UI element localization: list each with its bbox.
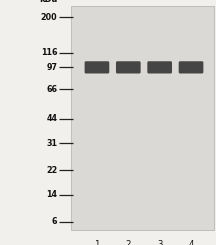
Text: 14: 14 [46, 190, 57, 199]
Text: 66: 66 [46, 85, 57, 94]
Text: 44: 44 [46, 114, 57, 123]
Text: 116: 116 [41, 48, 57, 57]
Text: kDa: kDa [39, 0, 57, 4]
Text: 4: 4 [188, 240, 194, 245]
FancyBboxPatch shape [116, 61, 141, 74]
Text: 22: 22 [46, 166, 57, 175]
FancyBboxPatch shape [147, 61, 172, 74]
Text: 200: 200 [41, 13, 57, 22]
FancyBboxPatch shape [179, 61, 203, 74]
FancyBboxPatch shape [85, 61, 109, 74]
Text: 3: 3 [157, 240, 162, 245]
Text: 97: 97 [46, 63, 57, 72]
Bar [71, 6, 214, 230]
Text: 6: 6 [52, 217, 57, 226]
Text: 2: 2 [125, 240, 131, 245]
Text: 1: 1 [94, 240, 100, 245]
Text: 31: 31 [46, 139, 57, 148]
